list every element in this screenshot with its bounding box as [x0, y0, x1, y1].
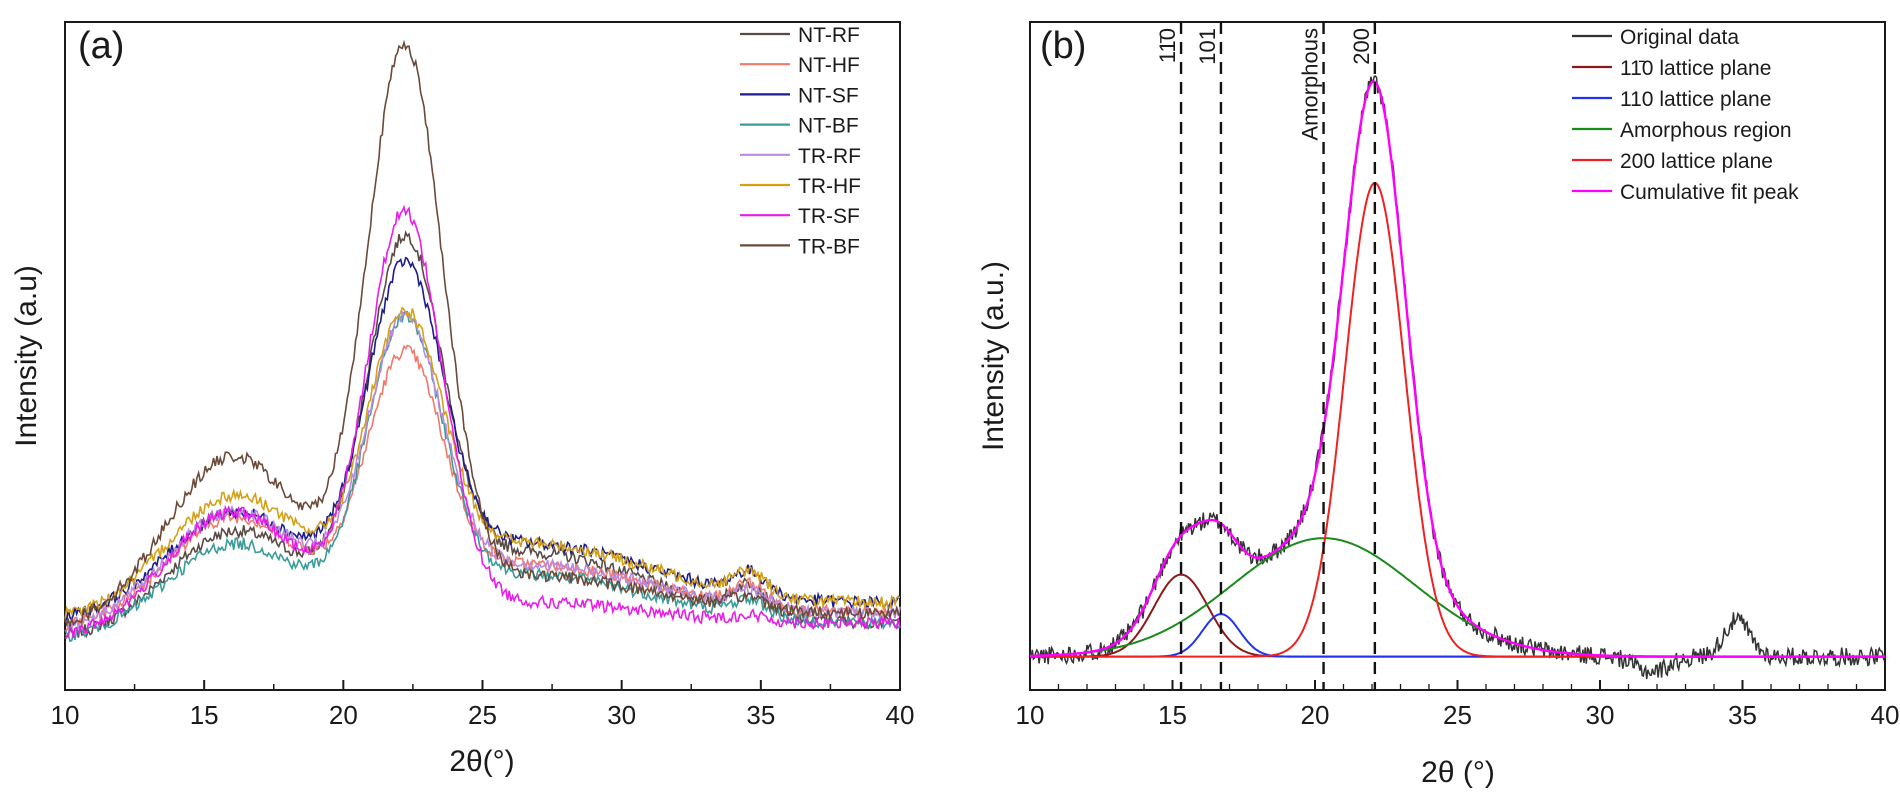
panel-b-x-axis-label: 2θ (°) — [1421, 756, 1495, 789]
panel-a-series-group — [64, 39, 901, 643]
panel-b-label: (b) — [1040, 25, 1086, 67]
panel-a-x-tick-label: 30 — [607, 700, 636, 730]
panel-a-label: (a) — [78, 25, 124, 67]
panel-a-legend-label: NT-RF — [798, 24, 860, 47]
panel-b-annotation-label: Amorphous — [1298, 28, 1323, 141]
panel-a-x-tick-label: 35 — [746, 700, 775, 730]
panel-b-x-tick-label: 40 — [1871, 700, 1900, 730]
panel-a-legend-label: NT-HF — [798, 54, 860, 77]
panel-a-legend-label: NT-BF — [798, 115, 859, 138]
panel-a-legend: NT-RF NT-HF NT-SF NT-BF TR-RF TR-HF TR-SF TR-BF — [740, 24, 861, 258]
panel-b-x-tick-label: 10 — [1016, 700, 1045, 730]
panel-a-x-tick-label: 15 — [190, 700, 219, 730]
panel-b-reference-lines: 11̄0 101 Amorphous 200 — [1155, 22, 1377, 690]
panel-a-series-tr-sf — [64, 204, 901, 639]
panel-b-y-axis-label: Intensity (a.u.) — [977, 261, 1010, 451]
panel-a-x-tick-label: 20 — [329, 700, 358, 730]
panel-b-x-ticks: 10 15 20 25 30 35 40 — [1016, 680, 1900, 730]
panel-b-legend: Original data 11̄0 lattice plane 110 latti… — [1572, 26, 1799, 204]
panel-b-legend-label: Cumulative fit peak — [1620, 181, 1799, 204]
panel-a-series-nt-sf — [64, 256, 901, 622]
panel-a-legend-label: TR-RF — [798, 145, 861, 168]
panel-a-legend-label: TR-BF — [798, 235, 860, 258]
panel-a-y-axis-label: Intensity (a.u) — [10, 265, 43, 447]
panel-b-annotation-label: 11̄0 — [1155, 28, 1180, 63]
panel-a-x-axis-label: 2θ(°) — [449, 745, 514, 778]
panel-b-x-tick-label: 35 — [1728, 700, 1757, 730]
panel-b-series-cumulative-fit-peak — [1030, 80, 1885, 658]
panel-b-x-tick-label: 30 — [1586, 700, 1615, 730]
panel-a-series-tr-rf — [64, 310, 901, 631]
panel-a-series-tr-hf — [64, 306, 900, 620]
panel-b-x-tick-label: 25 — [1443, 700, 1472, 730]
panel-a-x-ticks: 10 15 20 25 30 35 40 — [51, 680, 915, 730]
panel-b-series-group — [1029, 75, 1886, 680]
panel-b-legend-label: 200 lattice plane — [1620, 150, 1773, 173]
panel-a-x-tick-label: 25 — [468, 700, 497, 730]
panel-b-legend-label: 11̄0 lattice plane — [1620, 57, 1771, 80]
panel-a-legend-label: TR-SF — [798, 205, 860, 228]
panel-b-series-200-lattice-plane — [1030, 181, 1885, 658]
panel-b-x-tick-label: 15 — [1158, 700, 1187, 730]
panel-b-x-tick-label: 20 — [1301, 700, 1330, 730]
panel-a-series-nt-bf — [64, 310, 901, 643]
panel-a-series-tr-bf — [64, 39, 901, 630]
panel-b-legend-label: Amorphous region — [1620, 119, 1792, 142]
panel-a-x-tick-label: 40 — [886, 700, 915, 730]
panel-b-legend-label: Original data — [1620, 26, 1739, 49]
panel-a-legend-label: NT-SF — [798, 84, 859, 107]
panel-b-legend-label: 110 lattice plane — [1620, 88, 1771, 111]
panel-a: (a) 10 15 20 25 30 35 40 NT-RF NT-HF NT-SF NT-BF T… — [10, 21, 915, 778]
panel-a-x-tick-label: 10 — [51, 700, 80, 730]
panel-b-annotation-label: 200 — [1349, 28, 1374, 65]
panel-a-legend-label: TR-HF — [798, 175, 861, 198]
panel-b-annotation-label: 101 — [1195, 28, 1220, 65]
panel-a-series-nt-rf — [64, 230, 901, 640]
panel-b: (b) 11̄0 101 Amorphous 200 10 15 20 25 30 35 40 O… — [977, 21, 1900, 789]
